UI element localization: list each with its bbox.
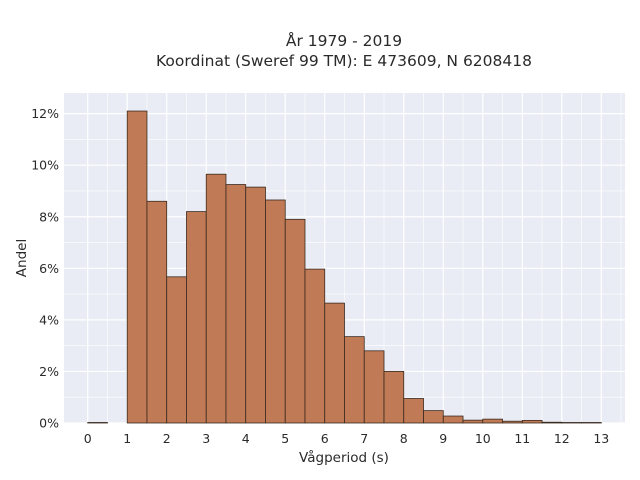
histogram-bar-12 xyxy=(344,336,365,424)
histogram-bar-1 xyxy=(126,110,148,424)
chart-subtitle: Koordinat (Sweref 99 TM): E 473609, N 62… xyxy=(156,52,532,70)
histogram-bar-10 xyxy=(304,268,326,424)
y-tick-label: 8% xyxy=(39,209,59,224)
histogram-bar-6 xyxy=(225,184,247,424)
y-tick-label: 6% xyxy=(39,261,59,276)
histogram-bar-13 xyxy=(363,350,385,424)
x-tick-label: 3 xyxy=(202,431,210,446)
histogram-bar-9 xyxy=(284,218,306,424)
histogram-bar-3 xyxy=(166,276,187,424)
histogram-bar-15 xyxy=(403,398,424,424)
x-tick-label: 4 xyxy=(242,431,250,446)
x-tick-label: 10 xyxy=(475,431,491,446)
histogram-bar-18 xyxy=(462,419,484,424)
x-axis-label: Vågperiod (s) xyxy=(299,449,389,466)
y-tick-label: 12% xyxy=(31,106,59,121)
histogram-bar-17 xyxy=(442,415,464,424)
y-tick-label: 2% xyxy=(39,364,59,379)
y-axis-label: Andel xyxy=(14,239,30,277)
histogram-bars xyxy=(87,110,602,424)
x-tick-label: 13 xyxy=(593,431,609,446)
y-tick-label: 4% xyxy=(39,312,59,327)
x-tick-label: 8 xyxy=(400,431,408,446)
x-tick-label: 7 xyxy=(360,431,368,446)
histogram-bar-0 xyxy=(87,422,108,424)
y-tick-label: 0% xyxy=(39,416,59,431)
histogram-bar-4 xyxy=(186,211,207,424)
histogram-bar-14 xyxy=(383,371,405,424)
histogram-bar-5 xyxy=(205,173,227,424)
x-tick-label: 11 xyxy=(514,431,530,446)
histogram-bar-24 xyxy=(581,422,602,424)
histogram-bar-19 xyxy=(482,418,503,424)
x-axis-ticks: 0 1 2 3 4 5 6 7 8 9 10 11 12 13 xyxy=(84,431,610,446)
histogram-bar-7 xyxy=(245,186,266,424)
x-tick-label: 6 xyxy=(321,431,329,446)
x-tick-label: 2 xyxy=(163,431,171,446)
x-tick-label: 5 xyxy=(281,431,289,446)
x-tick-label: 9 xyxy=(439,431,447,446)
x-tick-label: 12 xyxy=(554,431,570,446)
chart-title: År 1979 - 2019 xyxy=(286,31,402,50)
histogram-bar-20 xyxy=(502,420,523,424)
histogram-bar-22 xyxy=(541,421,563,424)
histogram-bar-2 xyxy=(146,200,168,424)
histogram-bar-23 xyxy=(561,422,582,424)
x-tick-label: 1 xyxy=(123,431,131,446)
histogram-bar-21 xyxy=(521,420,543,424)
y-axis-ticks: 0% 2% 4% 6% 8% 10% 12% xyxy=(31,106,59,430)
y-tick-label: 10% xyxy=(31,158,59,173)
histogram-bar-16 xyxy=(423,410,444,424)
x-tick-label: 0 xyxy=(84,431,92,446)
histogram-bar-8 xyxy=(265,199,286,424)
histogram-bar-11 xyxy=(324,302,345,424)
